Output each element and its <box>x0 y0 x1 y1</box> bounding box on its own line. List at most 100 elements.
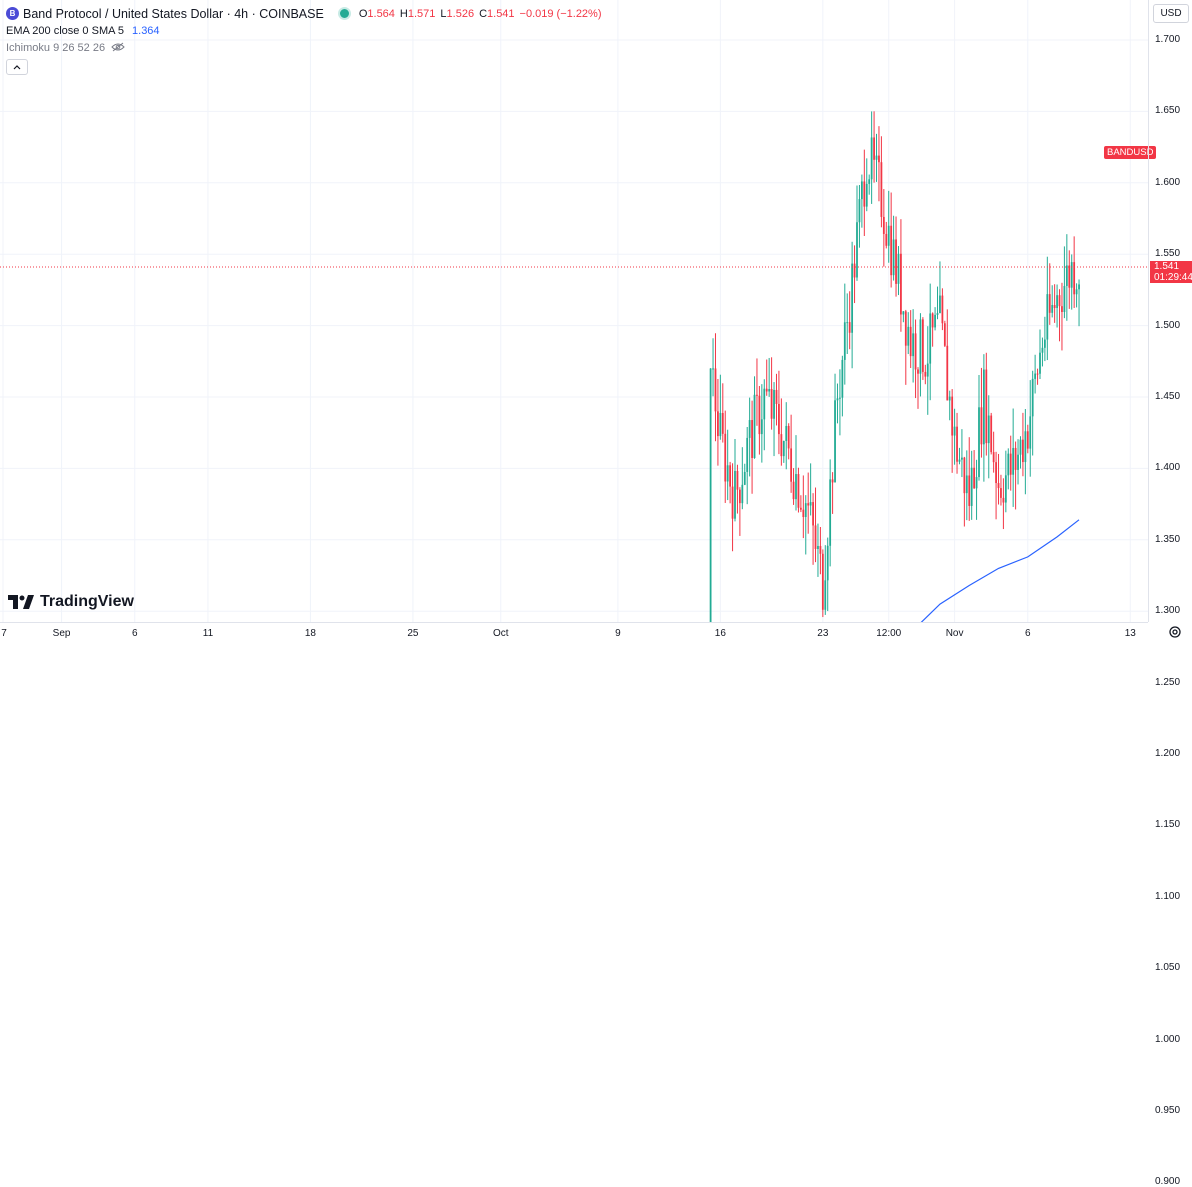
close-label: C <box>479 7 488 20</box>
tradingview-logo[interactable]: TradingView <box>8 593 134 611</box>
candle <box>1046 256 1049 361</box>
time-tick-label: 16 <box>714 628 726 639</box>
candle <box>995 451 997 520</box>
candle <box>753 376 756 459</box>
candle <box>926 326 929 415</box>
price-tick-label: 1.700 <box>1155 34 1181 45</box>
price-tick-label: 1.350 <box>1155 533 1181 545</box>
candle <box>846 293 849 355</box>
gear-icon[interactable] <box>1168 625 1182 644</box>
candle <box>841 355 844 417</box>
candle <box>941 288 944 331</box>
candle <box>868 174 871 195</box>
ema-indicator-label[interactable]: EMA 200 close 0 SMA 5 <box>6 24 125 37</box>
candle <box>956 412 958 474</box>
time-tick-label: 13 <box>1124 628 1136 639</box>
candle <box>746 427 749 505</box>
candle <box>992 431 995 473</box>
time-tick-label: 23 <box>817 628 829 639</box>
candle <box>1007 448 1010 490</box>
candle <box>963 456 966 527</box>
candle <box>712 338 714 397</box>
price-axis[interactable]: USD 0.900 0.950 1.000 1.050 1.100 1.150 1.200 1… <box>1148 0 1192 1187</box>
time-tick-label: 7 <box>1 628 7 639</box>
candle <box>780 398 783 466</box>
price-tick-label: 0.950 <box>1155 1105 1181 1116</box>
candle <box>919 313 922 397</box>
candle <box>1004 450 1007 513</box>
candle <box>987 395 990 479</box>
candle <box>1002 478 1005 530</box>
close-value: 1.541 <box>487 7 515 20</box>
market-status-icon[interactable] <box>337 7 351 20</box>
candle <box>875 133 878 182</box>
candle <box>948 390 951 421</box>
candle <box>804 495 807 555</box>
chart-title[interactable]: Band Protocol / United States Dollar · 4… <box>23 6 324 21</box>
symbol-price-tag: BANDUSD <box>1104 146 1157 159</box>
candle <box>865 158 868 212</box>
candle <box>961 429 963 478</box>
candle <box>997 453 1000 505</box>
candle <box>858 184 861 248</box>
candle <box>799 495 802 513</box>
time-tick-label: 18 <box>304 628 316 639</box>
candle <box>924 364 927 385</box>
candle <box>807 472 810 534</box>
chart-pane[interactable]: B Band Protocol / United States Dollar ·… <box>0 0 1157 1183</box>
candle <box>1034 354 1037 394</box>
current-price-label: 1.541 <box>1154 261 1180 273</box>
indicator-ichimoku-row[interactable]: Ichimoku 9 26 52 26 <box>6 39 607 56</box>
candle <box>1058 289 1061 342</box>
price-tick-label: 1.600 <box>1155 176 1181 188</box>
candle <box>970 450 973 520</box>
price-chart[interactable] <box>0 0 1148 1183</box>
candle <box>717 379 719 466</box>
low-value: 1.526 <box>446 7 475 20</box>
candle <box>958 447 961 465</box>
price-tick-label: 0.900 <box>1155 1176 1181 1187</box>
candle <box>719 374 722 440</box>
candle <box>1022 412 1024 477</box>
candle <box>990 412 993 455</box>
candle <box>975 459 978 520</box>
candle <box>826 537 829 612</box>
currency-button[interactable]: USD <box>1153 4 1189 23</box>
candle <box>860 174 863 228</box>
candle <box>882 189 885 267</box>
indicator-ema-row[interactable]: EMA 200 close 0 SMA 5 1.364 <box>6 22 607 39</box>
time-axis[interactable]: 7 Sep 6 11 18 25 Oct 9 16 23 12:00 Nov 6 13 <box>0 622 1148 647</box>
price-tick-label: 1.250 <box>1155 676 1181 688</box>
ichimoku-indicator-label[interactable]: Ichimoku 9 26 52 26 <box>6 41 106 54</box>
candle <box>1068 250 1071 309</box>
candle <box>748 397 751 477</box>
candle <box>1070 254 1073 310</box>
candle <box>765 359 768 396</box>
price-tick-label: 1.200 <box>1155 748 1181 759</box>
candle <box>824 545 827 615</box>
high-label: H <box>399 7 408 20</box>
candle <box>909 310 912 369</box>
candle <box>921 317 924 380</box>
candle <box>792 468 795 505</box>
collapse-legend-button[interactable] <box>6 59 28 75</box>
candle <box>907 312 910 355</box>
grid <box>0 0 1148 1183</box>
change-value: −0.019 (−1.22%) <box>519 7 602 20</box>
tradingview-logo-icon <box>8 595 34 609</box>
candle <box>785 402 788 470</box>
candle <box>839 369 841 436</box>
candle <box>812 493 814 565</box>
candle <box>939 261 941 314</box>
candle <box>1029 380 1032 477</box>
ema-200-line <box>2 519 1080 961</box>
candle <box>1048 263 1051 325</box>
candle <box>817 523 819 577</box>
candle <box>1053 284 1056 323</box>
legend: B Band Protocol / United States Dollar ·… <box>6 5 607 75</box>
time-tick-label: 6 <box>131 628 138 639</box>
eye-off-icon[interactable] <box>111 40 125 56</box>
candle <box>870 111 873 204</box>
candle <box>770 357 773 430</box>
candle <box>848 291 851 350</box>
